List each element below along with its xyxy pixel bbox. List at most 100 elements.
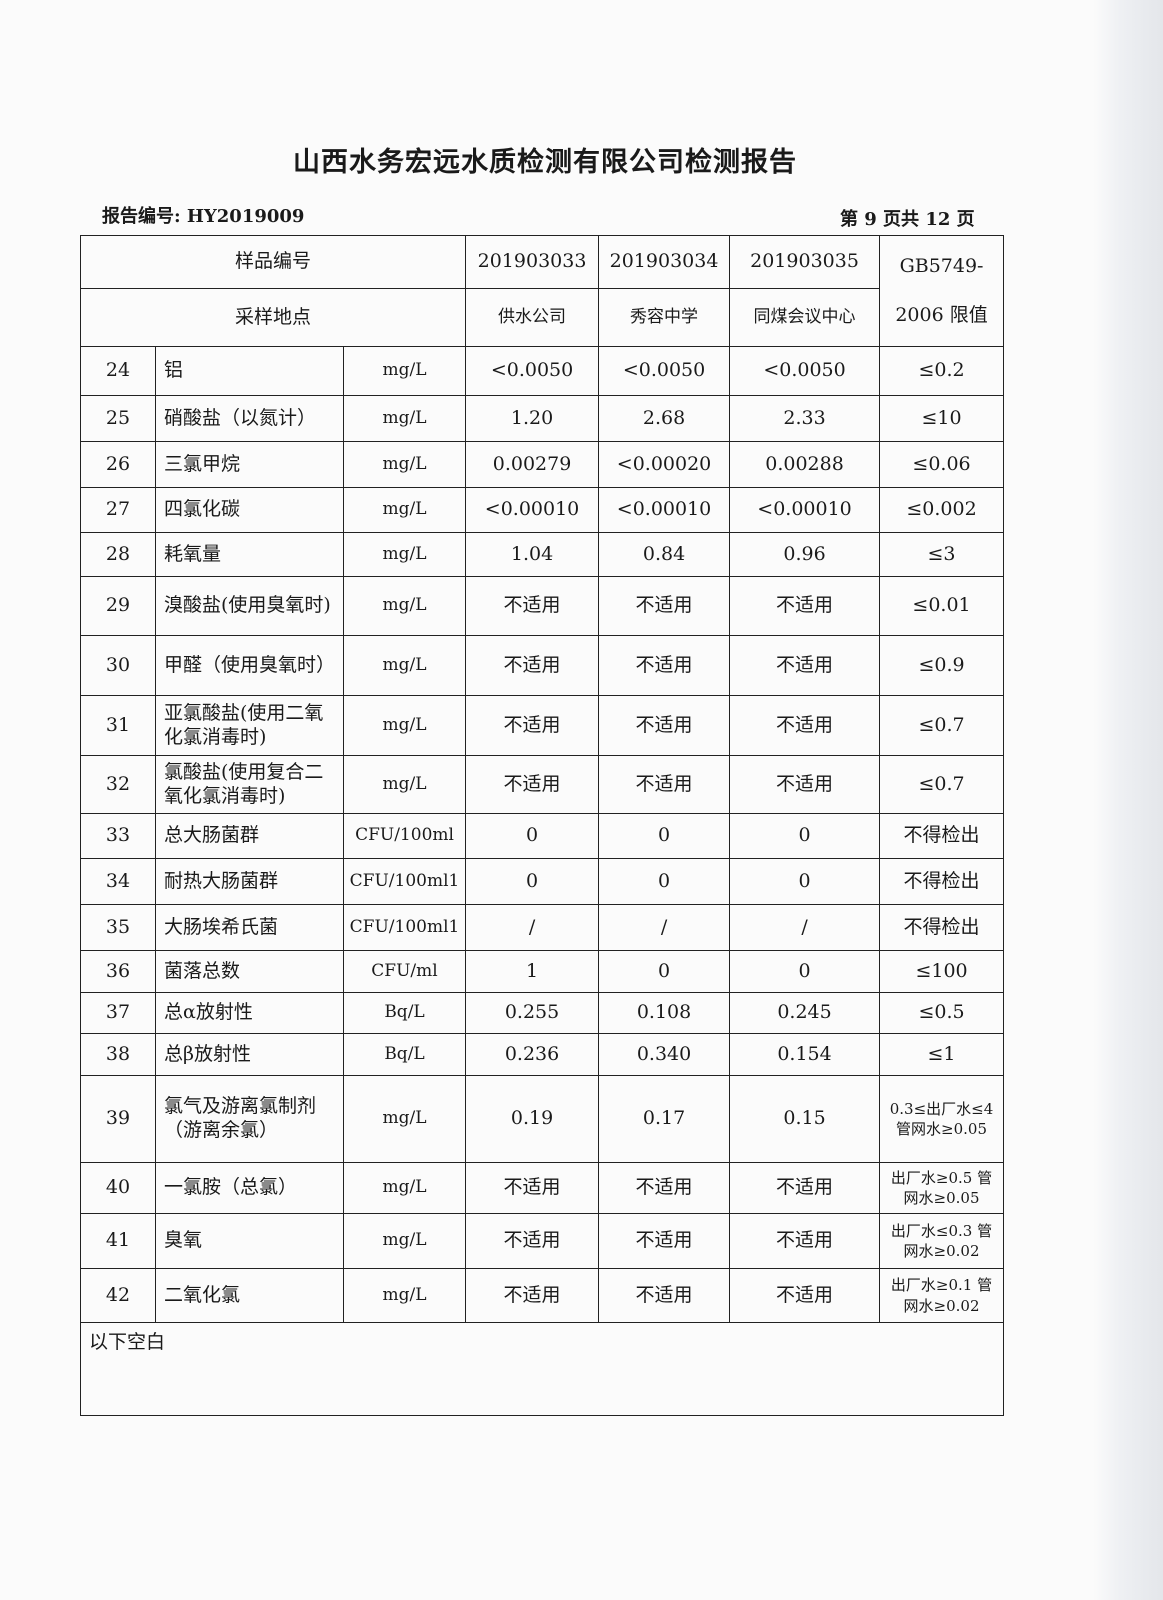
unit: mg/L — [342, 635, 467, 696]
result-value: 不适用 — [598, 1213, 731, 1269]
table-row: 36 菌落总数 CFU/ml 1 0 0 ≤100 — [80, 950, 1005, 993]
location-label: 采样地点 — [79, 288, 467, 347]
unit: CFU/ml — [342, 950, 467, 993]
item-name: 耗氧量 — [155, 532, 344, 577]
table-row: 26 三氯甲烷 mg/L 0.00279 <0.00020 0.00288 ≤0.06 — [80, 441, 1005, 488]
result-value: 0.19 — [465, 1075, 600, 1163]
report-number: 报告编号: HY2019009 — [102, 206, 305, 227]
result-value: <0.0050 — [598, 346, 731, 396]
limit-value: ≤10 — [879, 395, 1005, 442]
result-value: 不适用 — [598, 576, 731, 636]
table-row: 25 硝酸盐（以氮计） mg/L 1.20 2.68 2.33 ≤10 — [80, 395, 1005, 442]
row-number: 39 — [80, 1075, 156, 1163]
limit-label: GB5749-2006 限值 — [879, 235, 1005, 347]
result-value: 不适用 — [465, 755, 600, 814]
item-name: 菌落总数 — [155, 950, 344, 993]
limit-value: ≤0.7 — [879, 695, 1005, 756]
result-value: 不适用 — [729, 695, 881, 756]
result-value: 0 — [598, 950, 731, 993]
item-name: 甲醛（使用臭氧时） — [155, 635, 344, 696]
result-value: 不适用 — [598, 1162, 731, 1214]
item-name: 总α放射性 — [155, 992, 344, 1034]
row-number: 29 — [80, 576, 156, 636]
row-number: 33 — [80, 813, 156, 859]
result-value: <0.00010 — [598, 487, 731, 533]
sample-location: 秀容中学 — [598, 288, 731, 347]
row-number: 24 — [80, 346, 156, 396]
result-value: 0 — [465, 813, 600, 859]
unit: Bq/L — [342, 992, 467, 1034]
result-value: 不适用 — [598, 1268, 731, 1323]
table-row: 37 总α放射性 Bq/L 0.255 0.108 0.245 ≤0.5 — [80, 992, 1005, 1034]
sample-no-label: 样品编号 — [79, 235, 467, 289]
row-number: 28 — [80, 532, 156, 577]
unit: CFU/100ml — [342, 813, 467, 859]
unit: Bq/L — [342, 1033, 467, 1076]
sample-no: 201903033 — [465, 235, 600, 289]
result-value: <0.00010 — [729, 487, 881, 533]
result-value: / — [729, 904, 881, 951]
sample-no: 201903035 — [729, 235, 881, 289]
limit-value: ≤1 — [879, 1033, 1005, 1076]
unit: mg/L — [342, 346, 467, 396]
limit-value: 不得检出 — [879, 858, 1005, 905]
limit-value: ≤0.9 — [879, 635, 1005, 696]
table-row: 31 亚氯酸盐(使用二氧化氯消毒时) mg/L 不适用 不适用 不适用 ≤0.7 — [80, 695, 1005, 756]
limit-value: ≤3 — [879, 532, 1005, 577]
item-name: 氯气及游离氯制剂（游离余氯） — [155, 1075, 344, 1163]
item-name: 铝 — [155, 346, 344, 396]
item-name: 三氯甲烷 — [155, 441, 344, 488]
result-value: 不适用 — [729, 635, 881, 696]
row-number: 36 — [80, 950, 156, 993]
row-number: 32 — [80, 755, 156, 814]
table-row: 38 总β放射性 Bq/L 0.236 0.340 0.154 ≤1 — [80, 1033, 1005, 1076]
item-name: 亚氯酸盐(使用二氧化氯消毒时) — [155, 695, 344, 756]
item-name: 溴酸盐(使用臭氧时) — [155, 576, 344, 636]
scan-edge — [1093, 0, 1163, 1600]
result-value: <0.0050 — [729, 346, 881, 396]
item-name: 硝酸盐（以氮计） — [155, 395, 344, 442]
table-row: 35 大肠埃希氏菌 CFU/100ml1// / 不得检出 — [80, 904, 1005, 951]
result-value: 0.00288 — [729, 441, 881, 488]
sample-location: 供水公司 — [465, 288, 600, 347]
blank-note: 以下空白 — [79, 1322, 1005, 1416]
result-value: 1.04 — [465, 532, 600, 577]
result-value: 不适用 — [465, 576, 600, 636]
result-value: / — [598, 904, 731, 951]
table-row: 40 一氯胺（总氯） mg/L 不适用 不适用 不适用 出厂水≥0.5 管网水≥0.05 — [80, 1162, 1005, 1214]
result-value: 0.00279 — [465, 441, 600, 488]
result-value: 0 — [465, 858, 600, 905]
result-value: 0.15 — [729, 1075, 881, 1163]
limit-value: 不得检出 — [879, 904, 1005, 951]
limit-value: ≤0.06 — [879, 441, 1005, 488]
result-value: 不适用 — [598, 635, 731, 696]
results-table: 样品编号 201903033 201903034 201903035 GB574… — [79, 235, 1005, 1416]
row-number: 40 — [80, 1162, 156, 1214]
limit-value: ≤0.2 — [879, 346, 1005, 396]
unit: mg/L — [342, 532, 467, 577]
item-name: 总β放射性 — [155, 1033, 344, 1076]
unit: mg/L — [342, 1213, 467, 1269]
item-name: 四氯化碳 — [155, 487, 344, 533]
item-name: 大肠埃希氏菌 — [155, 904, 344, 951]
result-value: 不适用 — [729, 1162, 881, 1214]
row-number: 25 — [80, 395, 156, 442]
unit: mg/L — [342, 755, 467, 814]
row-number: 27 — [80, 487, 156, 533]
result-value: 0.236 — [465, 1033, 600, 1076]
unit: mg/L — [342, 695, 467, 756]
result-value: 不适用 — [465, 695, 600, 756]
limit-value: ≤0.7 — [879, 755, 1005, 814]
row-number: 35 — [80, 904, 156, 951]
limit-value: 0.3≤出厂水≤4 管网水≥0.05 — [879, 1075, 1005, 1163]
result-value: 0 — [598, 858, 731, 905]
result-value: 0.108 — [598, 992, 731, 1034]
table-row: 30 甲醛（使用臭氧时） mg/L 不适用 不适用 不适用 ≤0.9 — [80, 635, 1005, 696]
result-value: 2.33 — [729, 395, 881, 442]
table-row: 34 耐热大肠菌群 CFU/100ml1 0 0 0 不得检出 — [80, 858, 1005, 905]
table-row: 29 溴酸盐(使用臭氧时) mg/L 不适用 不适用 不适用 ≤0.01 — [80, 576, 1005, 636]
unit: mg/L — [342, 1162, 467, 1214]
row-number: 31 — [80, 695, 156, 756]
limit-value: 出厂水≥0.1 管网水≥0.02 — [879, 1268, 1005, 1323]
table-row: 41 臭氧 mg/L 不适用 不适用 不适用 出厂水≤0.3 管网水≥0.02 — [80, 1213, 1005, 1269]
